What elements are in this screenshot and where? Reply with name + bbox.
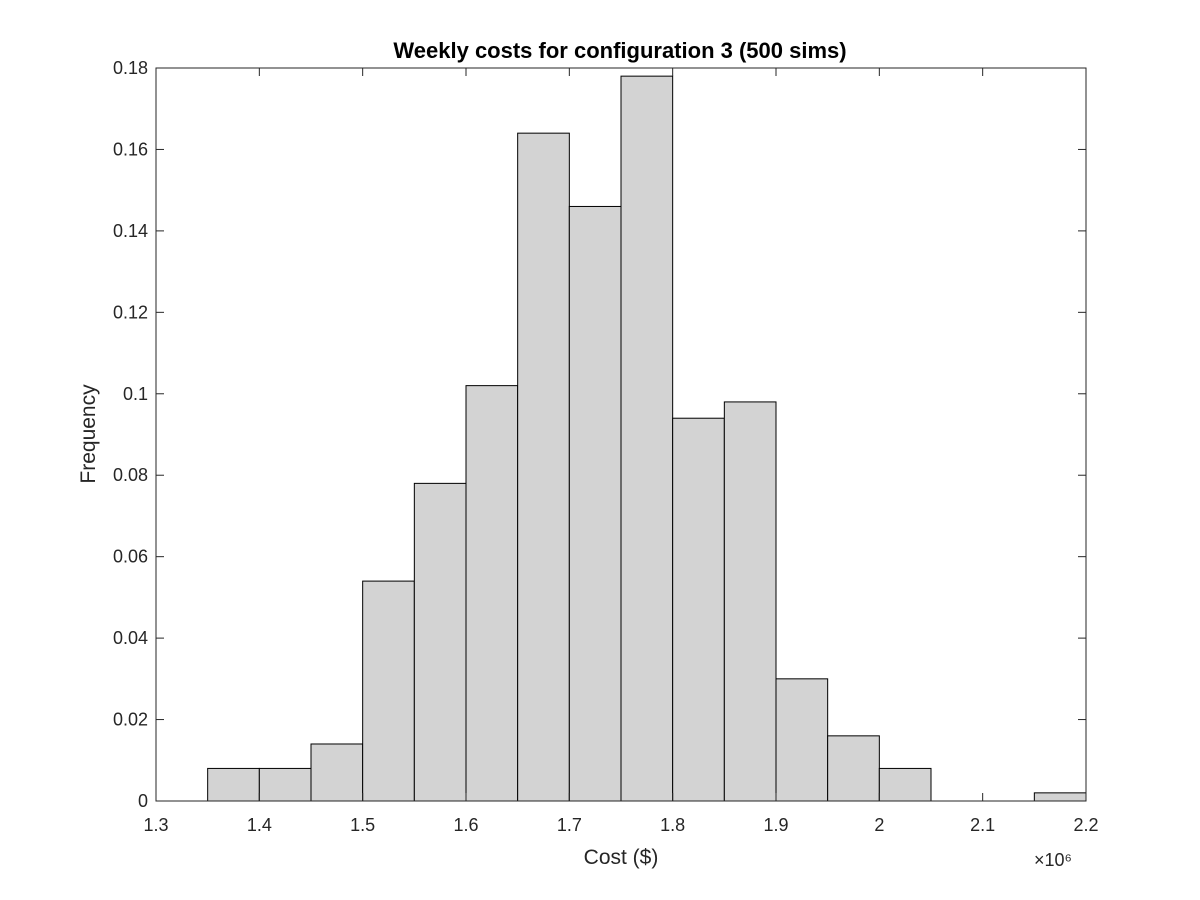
y-tick-label: 0.18 — [113, 58, 148, 78]
x-tick-label: 1.8 — [660, 815, 685, 835]
histogram-bar — [465, 385, 519, 802]
x-axis-label: Cost ($) — [584, 846, 659, 869]
x-tick-label: 1.4 — [247, 815, 272, 835]
histogram-bar — [258, 767, 312, 802]
bars-group — [207, 75, 1087, 802]
histogram-bar — [775, 678, 829, 802]
histogram-bar — [413, 482, 467, 802]
y-tick-label: 0.14 — [113, 221, 148, 241]
histogram-bar — [827, 735, 880, 802]
axes-box — [155, 67, 1087, 802]
x-tick-label: 1.9 — [763, 815, 788, 835]
x-ticks-group: 1.3 1.4 1.5 1.6 1.7 1.8 1.9 2 2.1 2.2 — [143, 68, 1099, 835]
x-tick-label: 2.1 — [970, 815, 995, 835]
histogram-bar — [517, 132, 570, 802]
histogram-bar — [620, 75, 674, 802]
histogram-bar — [878, 767, 932, 802]
histogram-bar — [310, 743, 364, 802]
chart-title: Weekly costs for configuration 3 (500 si… — [393, 38, 846, 63]
x-tick-label: 1.5 — [350, 815, 375, 835]
y-tick-label: 0.06 — [113, 547, 148, 567]
y-tick-label: 0.16 — [113, 139, 148, 159]
y-axis-label: Frequency — [77, 384, 100, 484]
y-tick-label: 0.1 — [123, 384, 148, 404]
x-tick-label: 1.6 — [453, 815, 478, 835]
histogram-bar — [1033, 792, 1087, 802]
histogram-bar — [568, 205, 622, 802]
y-tick-label: 0 — [138, 791, 148, 811]
y-tick-label: 0.08 — [113, 465, 148, 485]
y-tick-label: 0.12 — [113, 302, 148, 322]
y-tick-label: 0.04 — [113, 628, 148, 648]
y-ticks-group: 0 0.02 0.04 0.06 0.08 0.1 0.12 0.14 0.16 0.18 — [113, 58, 1086, 811]
x-tick-label: 2 — [874, 815, 884, 835]
histogram-bar — [207, 767, 260, 802]
histogram-bar — [723, 401, 777, 802]
histogram-bar — [672, 417, 725, 802]
histogram-bar — [362, 580, 415, 802]
x-tick-label: 1.7 — [557, 815, 582, 835]
x-exponent-label: ×10⁶ — [1034, 850, 1072, 870]
y-tick-label: 0.02 — [113, 710, 148, 730]
x-tick-label: 1.3 — [143, 815, 168, 835]
x-tick-label: 2.2 — [1073, 815, 1098, 835]
